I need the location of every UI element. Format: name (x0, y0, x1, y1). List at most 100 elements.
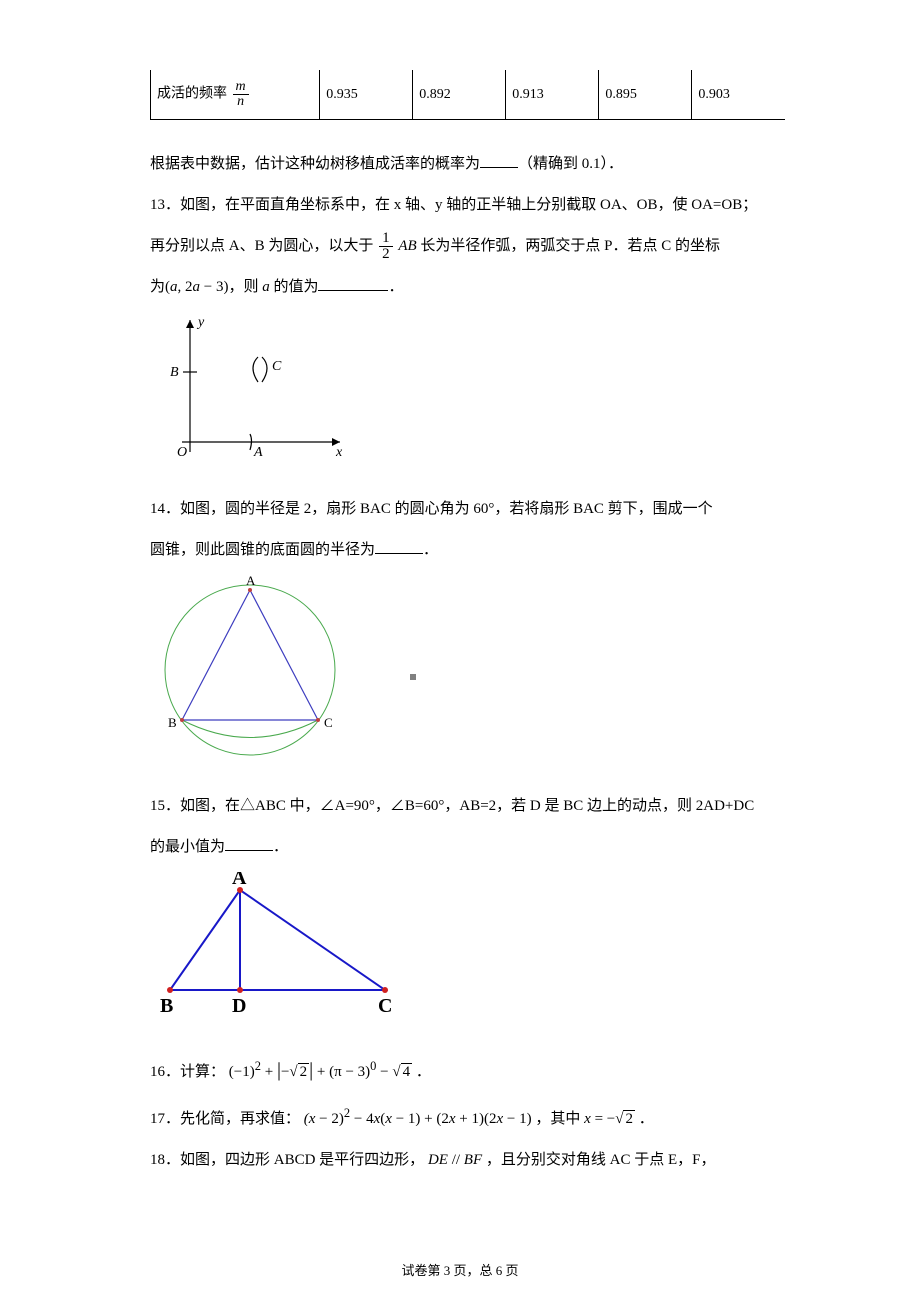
sup0: 0 (370, 1059, 376, 1073)
footer-e: 页 (502, 1263, 518, 1278)
q14-figure: A B C (150, 575, 785, 773)
axis-x-label: x (335, 445, 343, 460)
var-a: a (262, 279, 270, 295)
q16-num: 16 (150, 1064, 165, 1080)
q14-num: 14 (150, 501, 165, 517)
frac-half: 1 2 (379, 231, 393, 262)
q13-l2a: 再分别以点 A、B 为圆心，以大于 (150, 238, 373, 254)
q16-period: ． (416, 1064, 431, 1080)
q13-l1a: ．如图，在平面直角坐标系中，在 x 轴、y 轴的正半轴上分别截取 OA、OB，使… (165, 197, 757, 213)
q14-line2: 圆锥，则此圆锥的底面圆的半径为． (150, 534, 785, 567)
pt-A-label: A (253, 445, 263, 460)
q17-prefix: ．先化简，再求值： (165, 1111, 300, 1127)
q16-e1: (−1) (229, 1064, 255, 1080)
q12-tail: 根据表中数据，估计这种幼树移植成活率的概率为（精确到 0.1）． (150, 148, 785, 181)
frac-den: n (233, 95, 249, 109)
coord-a: a (170, 279, 178, 295)
q16-prefix: ．计算： (165, 1064, 225, 1080)
freq-cell: 0.903 (692, 70, 785, 120)
pt-C-label: C (272, 359, 282, 374)
circle-sector-svg: A B C (150, 575, 350, 765)
q12-suffix: （精确到 0.1）． (518, 156, 623, 172)
q16: 16．计算： (−1)2 + |−√2| + (π − 3)0 − √4 ． (150, 1048, 785, 1092)
q14-line1: 14．如图，圆的半径是 2，扇形 BAC 的圆心角为 60°，若将扇形 BAC … (150, 493, 785, 526)
row-label-cell: 成活的频率 m n (151, 70, 320, 120)
triangle-sym: △ (240, 798, 255, 814)
q13-l2c: 长为半径作弧，两弧交于点 P．若点 C 的坐标 (420, 238, 720, 254)
freq-cell: 0.895 (599, 70, 692, 120)
blank (480, 153, 518, 168)
table-row: 成活的频率 m n 0.935 0.892 0.913 0.895 0.903 (151, 70, 786, 120)
sqrt4: √4 (392, 1056, 412, 1089)
pt-D-label: D (232, 995, 246, 1017)
footer-c: 页，总 (450, 1263, 496, 1278)
q13-l3b: )，则 (223, 279, 262, 295)
q16-eb: + (π − 3) (317, 1064, 370, 1080)
blank (225, 836, 273, 851)
q17-e2: − 4x(x − 1) + (2x + 1)(2x − 1) (354, 1111, 532, 1127)
triangle-svg: A B D C (150, 872, 410, 1022)
sqrt2b-rad: 2 (623, 1110, 635, 1127)
q18-text-b: ，且分别交对角线 AC 于点 E，F， (486, 1152, 716, 1168)
abs-close: | (309, 1059, 313, 1081)
sup2: 2 (344, 1106, 350, 1120)
sqrt2-rad: 2 (298, 1063, 310, 1080)
q15-text-a: ．如图，在 (165, 798, 240, 814)
freq-cell: 0.935 (320, 70, 413, 120)
side-marker (410, 674, 416, 680)
q14-text-b: 圆锥，则此圆锥的底面圆的半径为 (150, 542, 375, 558)
origin-label: O (177, 445, 187, 460)
pt-A-label: A (246, 575, 256, 588)
sqrt4-rad: 4 (401, 1063, 413, 1080)
q18: 18．如图，四边形 ABCD 是平行四边形， DE // BF ，且分别交对角线… (150, 1144, 785, 1177)
coord-plane-svg: y x O B A C (150, 312, 350, 467)
q18-de: DE (428, 1152, 448, 1168)
q15-line2: 的最小值为． (150, 831, 785, 864)
q17-xeq: x (584, 1111, 591, 1127)
q17-e1: (x − 2) (304, 1111, 344, 1127)
eq-neg: = − (591, 1111, 615, 1127)
q18-num: 18 (150, 1152, 165, 1168)
q17-where: ，其中 (535, 1111, 584, 1127)
footer-a: 试卷第 (401, 1263, 443, 1278)
q13-num: 13 (150, 197, 165, 213)
q15-period: ． (273, 839, 288, 855)
coord-rest: − 3 (200, 279, 223, 295)
q18-bf: BF (464, 1152, 482, 1168)
q13-line1: 13．如图，在平面直角坐标系中，在 x 轴、y 轴的正半轴上分别截取 OA、OB… (150, 189, 785, 222)
pt-A-label: A (232, 872, 247, 889)
frac-half-num: 1 (379, 231, 393, 247)
coord-a2: a (193, 279, 201, 295)
q15-text-b: ABC 中，∠A=90°，∠B=60°，AB=2，若 D 是 BC 边上的动点，… (255, 798, 754, 814)
frac-num: m (233, 80, 249, 95)
q15-line1: 15．如图，在△ABC 中，∠A=90°，∠B=60°，AB=2，若 D 是 B… (150, 790, 785, 823)
pt-B-label: B (170, 365, 179, 380)
freq-cell: 0.892 (413, 70, 506, 120)
sqrt2: √2 (289, 1056, 309, 1089)
page-root: 成活的频率 m n 0.935 0.892 0.913 0.895 0.903 … (0, 0, 920, 1302)
axis-y-label: y (196, 315, 205, 330)
q13-line2: 再分别以点 A、B 为圆心，以大于 1 2 AB 长为半径作弧，两弧交于点 P．… (150, 230, 785, 263)
pt-C-label: C (324, 715, 333, 730)
q18-par: // (448, 1152, 464, 1168)
q13-figure: y x O B A C (150, 312, 785, 475)
q13-l3c: 的值为 (270, 279, 319, 295)
frequency-table: 成活的频率 m n 0.935 0.892 0.913 0.895 0.903 (150, 70, 785, 120)
freq-cell: 0.913 (506, 70, 599, 120)
page-footer: 试卷第 3 页，总 6 页 (0, 1261, 920, 1281)
q13-l3a: 为( (150, 279, 170, 295)
sup2: 2 (255, 1059, 261, 1073)
q14-text-a: ．如图，圆的半径是 2，扇形 BAC 的圆心角为 60°，若将扇形 BAC 剪下… (165, 501, 713, 517)
blank (375, 539, 423, 554)
q13-line3: 为(a, 2a − 3)，则 a 的值为． (150, 271, 785, 304)
plus: + (265, 1064, 277, 1080)
q15-num: 15 (150, 798, 165, 814)
q17-period: ． (639, 1111, 654, 1127)
frac-m-over-n: m n (233, 80, 249, 109)
q15-figure: A B D C (150, 872, 785, 1030)
sqrt2b: √2 (615, 1103, 635, 1136)
q18-text-a: ．如图，四边形 ABCD 是平行四边形， (165, 1152, 424, 1168)
pt-B-label: B (160, 995, 173, 1017)
q13-period: ． (388, 279, 403, 295)
q17-num: 17 (150, 1111, 165, 1127)
